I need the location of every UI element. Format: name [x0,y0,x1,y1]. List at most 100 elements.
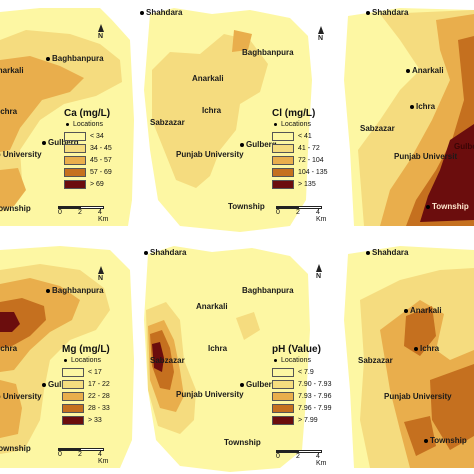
north-arrow-icon: N [316,264,322,280]
tr-zone-5 [420,124,474,222]
map-panel-ca: Baghbanpura Anarkali Ichra Gulberg Punja… [0,0,136,232]
ph-legend-class-4: 7.96 - 7.99 [272,402,331,414]
legend-swatch [62,415,84,425]
cl-location-gulberg: Gulberg [240,140,277,149]
cl-legend-locations: Locations [274,121,328,128]
ca-location-township: Township [0,204,31,213]
mg-zone-4 [0,298,46,348]
mg-location-ichra: Ichra [0,344,18,353]
br-zone-4c [404,416,436,456]
ca-zone-3 [0,56,84,152]
cl-location-shahdara: Shahdara [140,8,182,17]
cl-map-surface [144,8,312,232]
br-location-township: Township [424,436,467,445]
ca-location-gulberg: Gulberg [42,138,79,147]
ph-location-sabzazar: Sabzazar [150,356,185,365]
legend-swatch [272,391,294,401]
mg-legend-class-4: 28 - 33 [62,402,110,414]
location-dot-icon [46,288,50,293]
mg-legend-title: Mg (mg/L) [62,344,110,355]
location-dot-icon [366,250,370,255]
ph-legend-locations: Locations [274,357,331,364]
ca-location-ichra: Ichra [0,107,18,116]
cl-legend-class-4: 104 - 135 [272,166,328,178]
ph-legend: pH (Value) Locations < 7.9 7.90 - 7.93 7… [272,344,331,426]
scale-bar-graphic [276,450,322,453]
ph-zone-5 [152,342,164,372]
tr-location-gulberg: Gulbe [454,142,474,151]
north-arrow-icon: N [318,26,324,42]
location-dot-icon [414,346,418,351]
ph-legend-class-5: > 7.99 [272,414,331,426]
top-right-map-surface [344,8,474,226]
mg-legend-class-5: > 33 [62,414,110,426]
ca-legend-class-2: 34 - 45 [64,142,112,154]
map-panel-bottom-right: Shahdara Anarkali Ichra Sabzazar Punjab … [340,240,474,474]
mg-legend-locations: Locations [64,357,110,364]
scale-bar-graphic [276,206,322,209]
legend-swatch [64,167,86,177]
mg-location-township: Township [0,444,31,453]
north-arrow-icon: N [98,266,104,282]
map-panel-top-right: Shahdara Anarkali Ichra Sabzazar Gulbe P… [340,0,474,232]
mg-location-baghbanpura: Baghbanpura [46,286,104,295]
ph-location-gulberg: Gulberg [240,380,277,389]
location-dot-icon [274,122,277,126]
map-panel-ph: Shahdara Baghbanpura Anarkali Ichra Sabz… [140,240,336,474]
location-dot-icon [410,104,414,109]
tr-location-ichra: Ichra [410,102,435,111]
legend-swatch [64,131,86,141]
legend-swatch [272,379,294,389]
ca-location-punjab-university: Punjab University [0,150,42,159]
ca-legend-class-4: 57 - 69 [64,166,112,178]
legend-swatch [272,403,294,413]
location-dot-icon [274,358,277,362]
location-dot-icon [366,10,370,15]
legend-swatch [272,155,294,165]
legend-swatch [272,143,294,153]
location-dot-icon [46,56,50,61]
legend-swatch [272,367,294,377]
ph-legend-title: pH (Value) [272,344,321,355]
ca-legend-title: Ca (mg/L) [64,108,111,119]
legend-swatch [272,415,294,425]
ca-location-baghbanpura: Baghbanpura [46,54,104,63]
ph-zone-2b [236,312,260,340]
tr-location-township: Township [426,202,469,211]
tr-location-sabzazar: Sabzazar [360,124,395,133]
br-zone-4b [430,364,474,450]
location-dot-icon [42,140,46,145]
north-arrow-icon: N [98,24,104,40]
cl-location-baghbanpura: Baghbanpura [242,48,294,57]
legend-swatch [272,131,294,141]
mg-legend-class-1: < 17 [62,366,110,378]
location-dot-icon [404,308,408,313]
scale-bar-graphic [58,206,104,209]
cl-location-ichra: Ichra [202,106,222,115]
map-panel-mg: Baghbanpura Ichra Gulberg Punjab Univers… [0,240,136,474]
ph-location-punjab-university: Punjab University [176,390,244,399]
legend-swatch [62,403,84,413]
location-dot-icon [42,382,46,387]
legend-swatch [62,391,84,401]
legend-swatch [272,179,294,189]
tr-location-shahdara: Shahdara [366,8,408,17]
tr-location-anarkali: Anarkali [406,66,444,75]
location-dot-icon [140,10,144,15]
ph-map-surface [144,246,310,472]
location-dot-icon [144,250,148,255]
ph-legend-class-3: 7.93 - 7.96 [272,390,331,402]
cl-legend: Cl (mg/L) Locations < 41 41 - 72 72 - 10… [272,108,328,190]
mg-location-punjab-university: Punjab University [0,392,42,401]
location-dot-icon [240,142,244,147]
br-location-ichra: Ichra [414,344,439,353]
cl-legend-class-3: 72 - 104 [272,154,328,166]
br-location-anarkali: Anarkali [404,306,442,315]
ph-location-ichra: Ichra [208,344,228,353]
legend-swatch [64,179,86,189]
ph-location-township: Township [224,438,261,447]
mg-map-surface [0,246,134,468]
legend-swatch [62,379,84,389]
